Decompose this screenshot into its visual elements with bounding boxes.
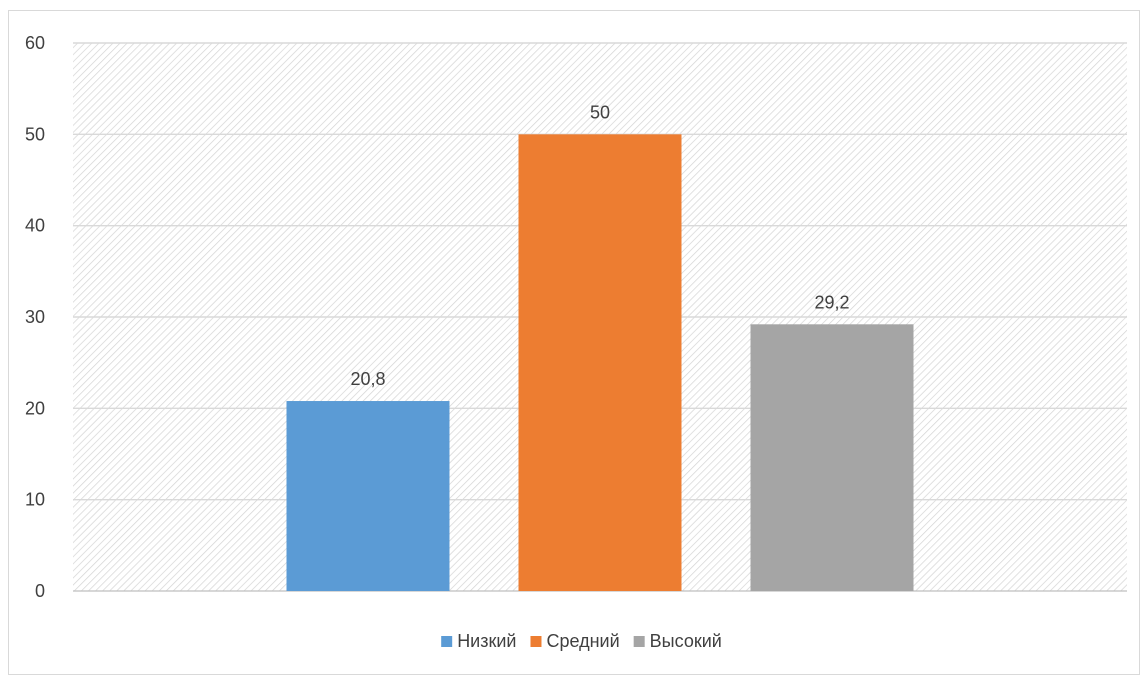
y-tick-label: 10 <box>25 490 45 510</box>
data-label: 29,2 <box>814 292 849 312</box>
y-axis: 0 10 20 30 40 50 60 <box>25 33 45 601</box>
legend-label: Средний <box>546 631 619 651</box>
legend-item: Высокий <box>633 631 722 651</box>
legend-swatch <box>633 636 645 647</box>
legend-swatch <box>530 636 542 647</box>
y-tick-label: 30 <box>25 307 45 327</box>
y-tick-label: 0 <box>35 581 45 601</box>
bar-3 <box>750 324 914 591</box>
data-labels: 20,8 50 29,2 <box>350 102 849 389</box>
legend-swatch <box>441 636 453 647</box>
y-tick-label: 60 <box>25 33 45 53</box>
legend-item: Низкий <box>441 631 516 651</box>
bar-2 <box>518 134 682 592</box>
legend-label: Низкий <box>457 631 516 651</box>
data-label: 20,8 <box>350 369 385 389</box>
y-tick-label: 20 <box>25 398 45 418</box>
bar-1 <box>286 401 450 591</box>
y-tick-label: 40 <box>25 216 45 236</box>
legend-label: Высокий <box>650 631 722 651</box>
legend: Низкий Средний Высокий <box>441 631 722 651</box>
y-tick-label: 50 <box>25 124 45 144</box>
data-label: 50 <box>590 102 610 122</box>
bars <box>286 134 914 592</box>
legend-item: Средний <box>530 631 620 651</box>
